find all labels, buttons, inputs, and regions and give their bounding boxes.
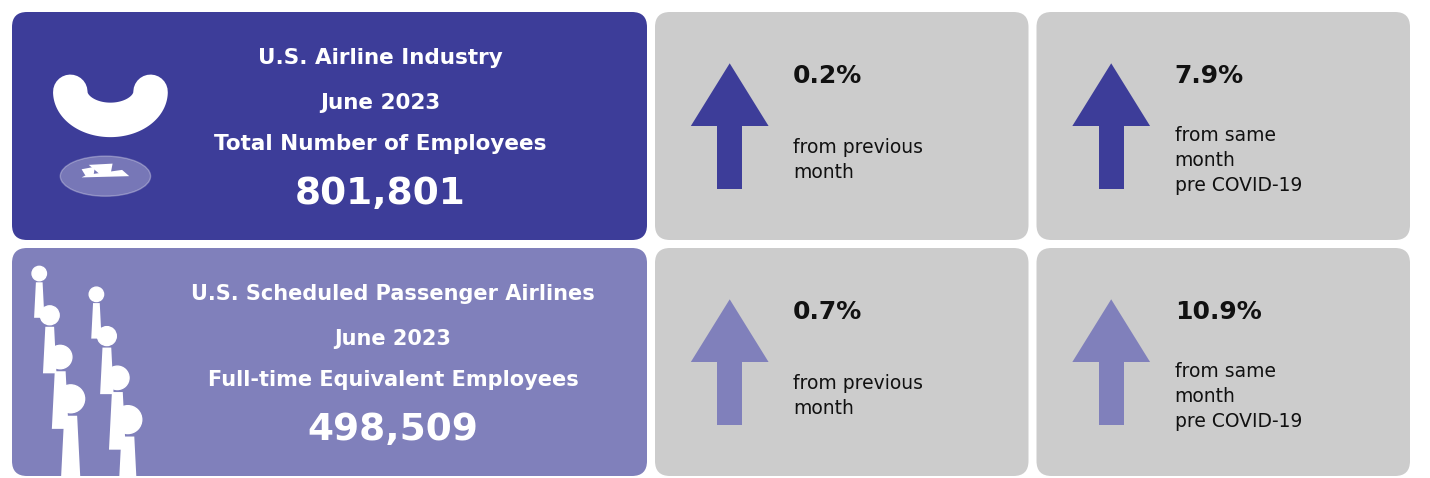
Polygon shape bbox=[82, 170, 129, 177]
Polygon shape bbox=[92, 303, 102, 338]
Polygon shape bbox=[1072, 299, 1150, 362]
Polygon shape bbox=[691, 299, 768, 362]
Circle shape bbox=[49, 346, 72, 369]
Polygon shape bbox=[100, 348, 113, 394]
Ellipse shape bbox=[61, 80, 79, 103]
Text: 498,509: 498,509 bbox=[307, 413, 479, 448]
Circle shape bbox=[106, 366, 129, 390]
Polygon shape bbox=[718, 126, 742, 189]
Polygon shape bbox=[34, 282, 44, 318]
Circle shape bbox=[57, 79, 83, 104]
Polygon shape bbox=[89, 163, 113, 176]
Text: from previous
month: from previous month bbox=[794, 138, 924, 182]
Text: 0.7%: 0.7% bbox=[794, 300, 862, 324]
Polygon shape bbox=[117, 436, 137, 478]
Circle shape bbox=[97, 326, 116, 346]
Text: U.S. Airline Industry: U.S. Airline Industry bbox=[257, 48, 503, 67]
FancyBboxPatch shape bbox=[655, 248, 1028, 476]
Text: from previous
month: from previous month bbox=[794, 374, 924, 418]
Polygon shape bbox=[718, 362, 742, 424]
Circle shape bbox=[89, 287, 103, 302]
Polygon shape bbox=[1072, 63, 1150, 126]
Circle shape bbox=[139, 79, 163, 104]
Text: June 2023: June 2023 bbox=[335, 329, 452, 349]
Polygon shape bbox=[109, 392, 126, 450]
Circle shape bbox=[31, 266, 46, 281]
Text: 10.9%: 10.9% bbox=[1174, 300, 1261, 324]
FancyBboxPatch shape bbox=[655, 12, 1028, 240]
FancyBboxPatch shape bbox=[1037, 12, 1410, 240]
Ellipse shape bbox=[60, 156, 150, 196]
Text: from same
month
pre COVID-19: from same month pre COVID-19 bbox=[1174, 126, 1303, 195]
Text: Full-time Equivalent Employees: Full-time Equivalent Employees bbox=[207, 370, 578, 390]
Polygon shape bbox=[51, 371, 69, 429]
Polygon shape bbox=[1098, 126, 1124, 189]
Circle shape bbox=[40, 306, 59, 325]
Text: U.S. Scheduled Passenger Airlines: U.S. Scheduled Passenger Airlines bbox=[192, 283, 595, 304]
Polygon shape bbox=[1098, 362, 1124, 424]
Text: 801,801: 801,801 bbox=[295, 176, 466, 212]
Text: June 2023: June 2023 bbox=[320, 93, 440, 113]
Polygon shape bbox=[82, 167, 94, 175]
Polygon shape bbox=[43, 327, 56, 373]
FancyBboxPatch shape bbox=[1037, 248, 1410, 476]
FancyBboxPatch shape bbox=[11, 12, 646, 240]
Text: Total Number of Employees: Total Number of Employees bbox=[214, 134, 546, 154]
FancyBboxPatch shape bbox=[11, 248, 646, 476]
Text: 7.9%: 7.9% bbox=[1174, 64, 1244, 88]
Text: from same
month
pre COVID-19: from same month pre COVID-19 bbox=[1174, 362, 1303, 431]
Polygon shape bbox=[691, 63, 768, 126]
Polygon shape bbox=[60, 416, 80, 478]
Circle shape bbox=[57, 385, 84, 413]
Text: 0.2%: 0.2% bbox=[794, 64, 862, 88]
Circle shape bbox=[114, 406, 142, 434]
Ellipse shape bbox=[143, 80, 159, 103]
Circle shape bbox=[84, 112, 99, 126]
